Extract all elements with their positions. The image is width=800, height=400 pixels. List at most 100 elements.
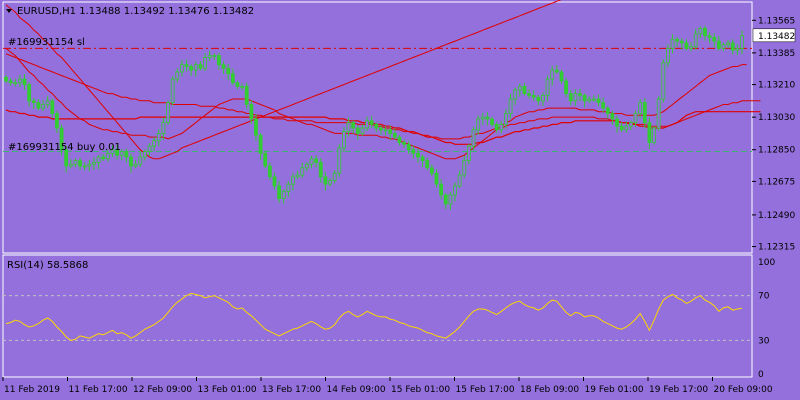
candle-body xyxy=(156,133,161,142)
candle-body xyxy=(716,40,721,49)
candle-body xyxy=(355,127,360,134)
candle-body xyxy=(346,122,351,133)
candle-body xyxy=(661,62,666,100)
candle-body xyxy=(388,129,393,134)
candle-body xyxy=(684,42,689,49)
candle-body xyxy=(263,152,268,167)
candle-body xyxy=(527,93,531,96)
candle-body xyxy=(383,129,388,132)
candle-body xyxy=(212,55,217,57)
candle-body xyxy=(286,183,291,192)
candle-body xyxy=(27,84,32,102)
candle-body xyxy=(490,118,494,125)
price-tick-label: 1.13210 xyxy=(758,81,795,91)
time-tick-label: 14 Feb 09:00 xyxy=(327,385,386,395)
current-price-box xyxy=(752,28,796,43)
candle-body xyxy=(203,57,207,69)
candle-body xyxy=(365,120,369,129)
candle-body xyxy=(466,145,471,161)
price-tick-label: 1.13030 xyxy=(758,113,795,123)
candle-body xyxy=(226,67,231,75)
candle-body xyxy=(504,113,508,125)
moving-average-line xyxy=(5,48,747,160)
candle-body xyxy=(369,120,374,125)
candle-body xyxy=(152,140,157,147)
candle-body xyxy=(138,156,143,165)
candle-body xyxy=(443,194,448,205)
candle-body xyxy=(402,142,406,145)
candle-body xyxy=(513,89,518,100)
candle-body xyxy=(587,98,592,102)
candle-body xyxy=(656,98,661,129)
candle-body xyxy=(175,71,180,80)
candle-body xyxy=(730,42,735,51)
candle-body xyxy=(96,156,101,163)
time-tick-label: 15 Feb 17:00 xyxy=(456,385,515,395)
candle-body xyxy=(323,176,328,185)
candle-body xyxy=(230,73,235,84)
candle-body xyxy=(110,149,115,154)
candle-body xyxy=(254,118,258,136)
candle-body xyxy=(124,151,129,158)
candle-body xyxy=(434,172,439,185)
candle-body xyxy=(670,38,675,49)
candle-body xyxy=(119,151,124,156)
candle-body xyxy=(615,118,619,127)
candles-group xyxy=(4,25,744,210)
candle-body xyxy=(328,180,332,185)
candle-body xyxy=(476,118,481,131)
time-tick-label: 20 Feb 09:00 xyxy=(714,385,773,395)
time-tick-label: 19 Feb 17:00 xyxy=(649,385,708,395)
candle-body xyxy=(36,102,41,109)
candle-body xyxy=(22,78,27,85)
candle-body xyxy=(64,149,69,167)
candle-body xyxy=(161,122,166,134)
triangle-down-icon[interactable] xyxy=(6,9,12,13)
candle-body xyxy=(179,64,184,73)
candle-body xyxy=(50,100,55,114)
candle-body xyxy=(318,161,323,178)
buy-order-label: #169931154 buy 0.01 xyxy=(8,142,121,153)
time-tick-label: 19 Feb 01:00 xyxy=(585,385,644,395)
candle-body xyxy=(633,113,638,123)
price-tick-label: 1.12315 xyxy=(758,243,795,253)
candle-body xyxy=(133,163,138,167)
candle-body xyxy=(406,143,411,151)
candle-body xyxy=(517,85,522,91)
candle-body xyxy=(189,66,194,71)
candle-body xyxy=(291,176,295,185)
candle-body xyxy=(115,149,119,156)
rsi-axis: 100 70 30 0 xyxy=(758,258,775,380)
candle-body xyxy=(564,80,569,95)
candle-body xyxy=(536,96,541,102)
candle-body xyxy=(59,127,64,151)
rsi-tick-label: 100 xyxy=(758,258,775,268)
candle-body xyxy=(573,93,578,102)
candle-body xyxy=(619,125,624,131)
rsi-line xyxy=(5,292,743,341)
candle-body xyxy=(272,176,277,187)
candle-body xyxy=(531,95,536,98)
price-tick-label: 1.12675 xyxy=(758,177,795,187)
candle-body xyxy=(198,64,203,69)
candle-body xyxy=(740,35,744,49)
candle-body xyxy=(416,152,420,158)
candle-body xyxy=(314,158,319,163)
time-tick-label: 11 Feb 17:00 xyxy=(69,385,128,395)
candle-body xyxy=(87,163,92,167)
candle-body xyxy=(499,123,504,131)
candle-body xyxy=(101,156,106,160)
candle-body xyxy=(559,71,564,82)
candle-body xyxy=(494,123,499,131)
candle-body xyxy=(698,28,703,35)
rsi-tick-label: 0 xyxy=(758,370,764,380)
candle-body xyxy=(68,163,73,167)
candle-body xyxy=(142,151,147,158)
candle-body xyxy=(582,95,587,102)
moving-average-line xyxy=(5,109,761,145)
candle-body xyxy=(629,122,633,127)
candle-body xyxy=(217,55,221,66)
candle-body xyxy=(13,82,18,85)
